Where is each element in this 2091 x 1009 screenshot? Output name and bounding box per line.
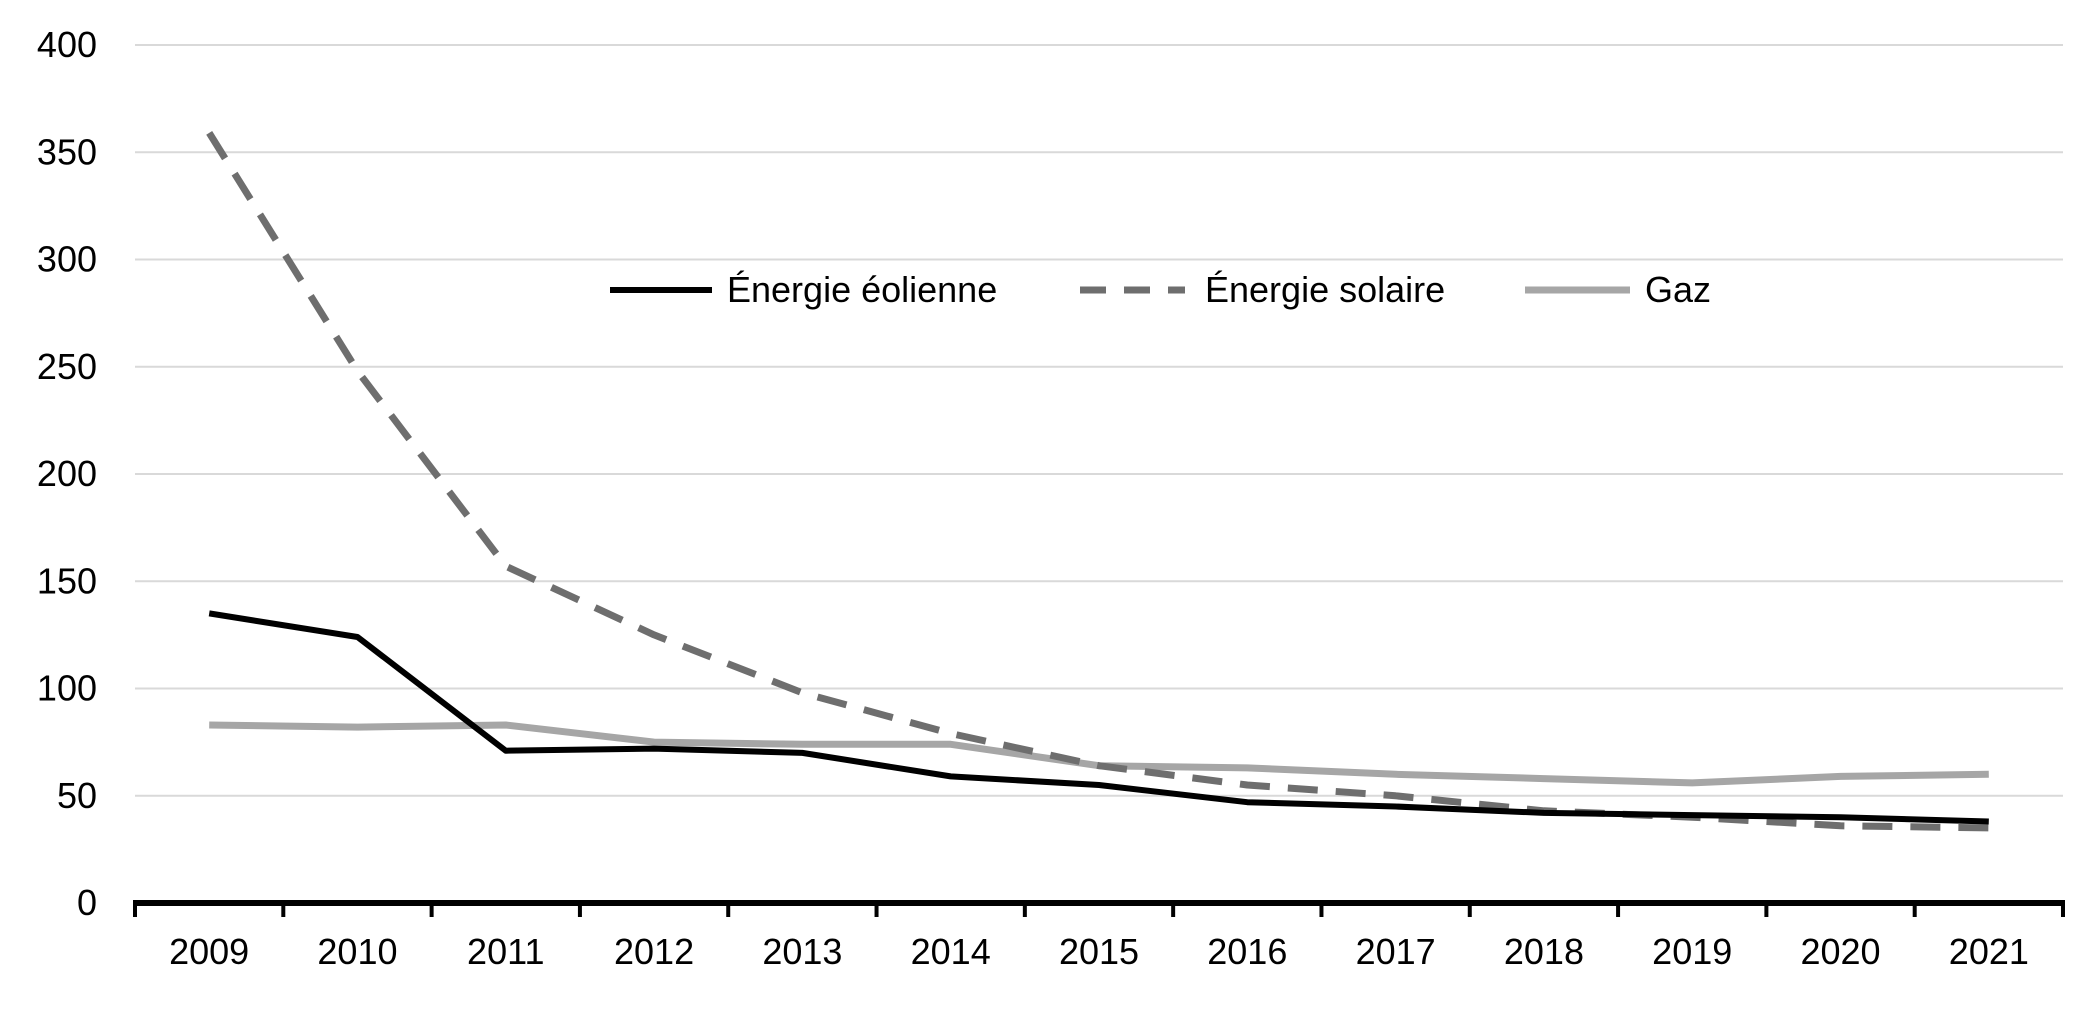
x-tick-label-2013: 2013 — [762, 931, 842, 972]
y-tick-label-0: 0 — [77, 882, 97, 923]
x-tick-label-2019: 2019 — [1652, 931, 1732, 972]
x-tick-label-2014: 2014 — [911, 931, 991, 972]
series-line--nergie-olienne — [208, 610, 1989, 825]
x-tick-label-2011: 2011 — [467, 931, 544, 972]
series-lines — [206, 131, 1989, 832]
x-tick-label-2020: 2020 — [1800, 931, 1880, 972]
y-tick-label-100: 100 — [37, 668, 97, 709]
x-tick-label-2017: 2017 — [1356, 931, 1436, 972]
x-tick-label-2015: 2015 — [1059, 931, 1139, 972]
x-tick-label-2016: 2016 — [1207, 931, 1287, 972]
y-tick-label-150: 150 — [37, 560, 97, 601]
y-tick-label-250: 250 — [37, 346, 97, 387]
series-line-gaz — [209, 721, 1989, 787]
y-tick-label-50: 50 — [57, 775, 97, 816]
legend-label-0: Énergie éolienne — [727, 269, 997, 310]
x-tick-label-2021: 2021 — [1949, 931, 2029, 972]
legend-label-2: Gaz — [1645, 269, 1711, 310]
y-tick-label-400: 400 — [37, 24, 97, 65]
x-tick-label-2012: 2012 — [614, 931, 694, 972]
x-tick-label-2009: 2009 — [169, 931, 249, 972]
y-tick-label-200: 200 — [37, 453, 97, 494]
x-tick-label-2018: 2018 — [1504, 931, 1584, 972]
gridlines — [135, 44, 2063, 797]
x-tick-label-2010: 2010 — [317, 931, 397, 972]
legend-label-1: Énergie solaire — [1205, 269, 1445, 310]
axes: 0 50 100 150 200 250 300 350 400 2009 2010 2011 2012… — [37, 24, 2065, 972]
legend: Énergie éolienne Énergie solaire Gaz — [610, 269, 1711, 310]
y-tick-label-350: 350 — [37, 131, 97, 172]
y-tick-label-300: 300 — [37, 239, 97, 280]
